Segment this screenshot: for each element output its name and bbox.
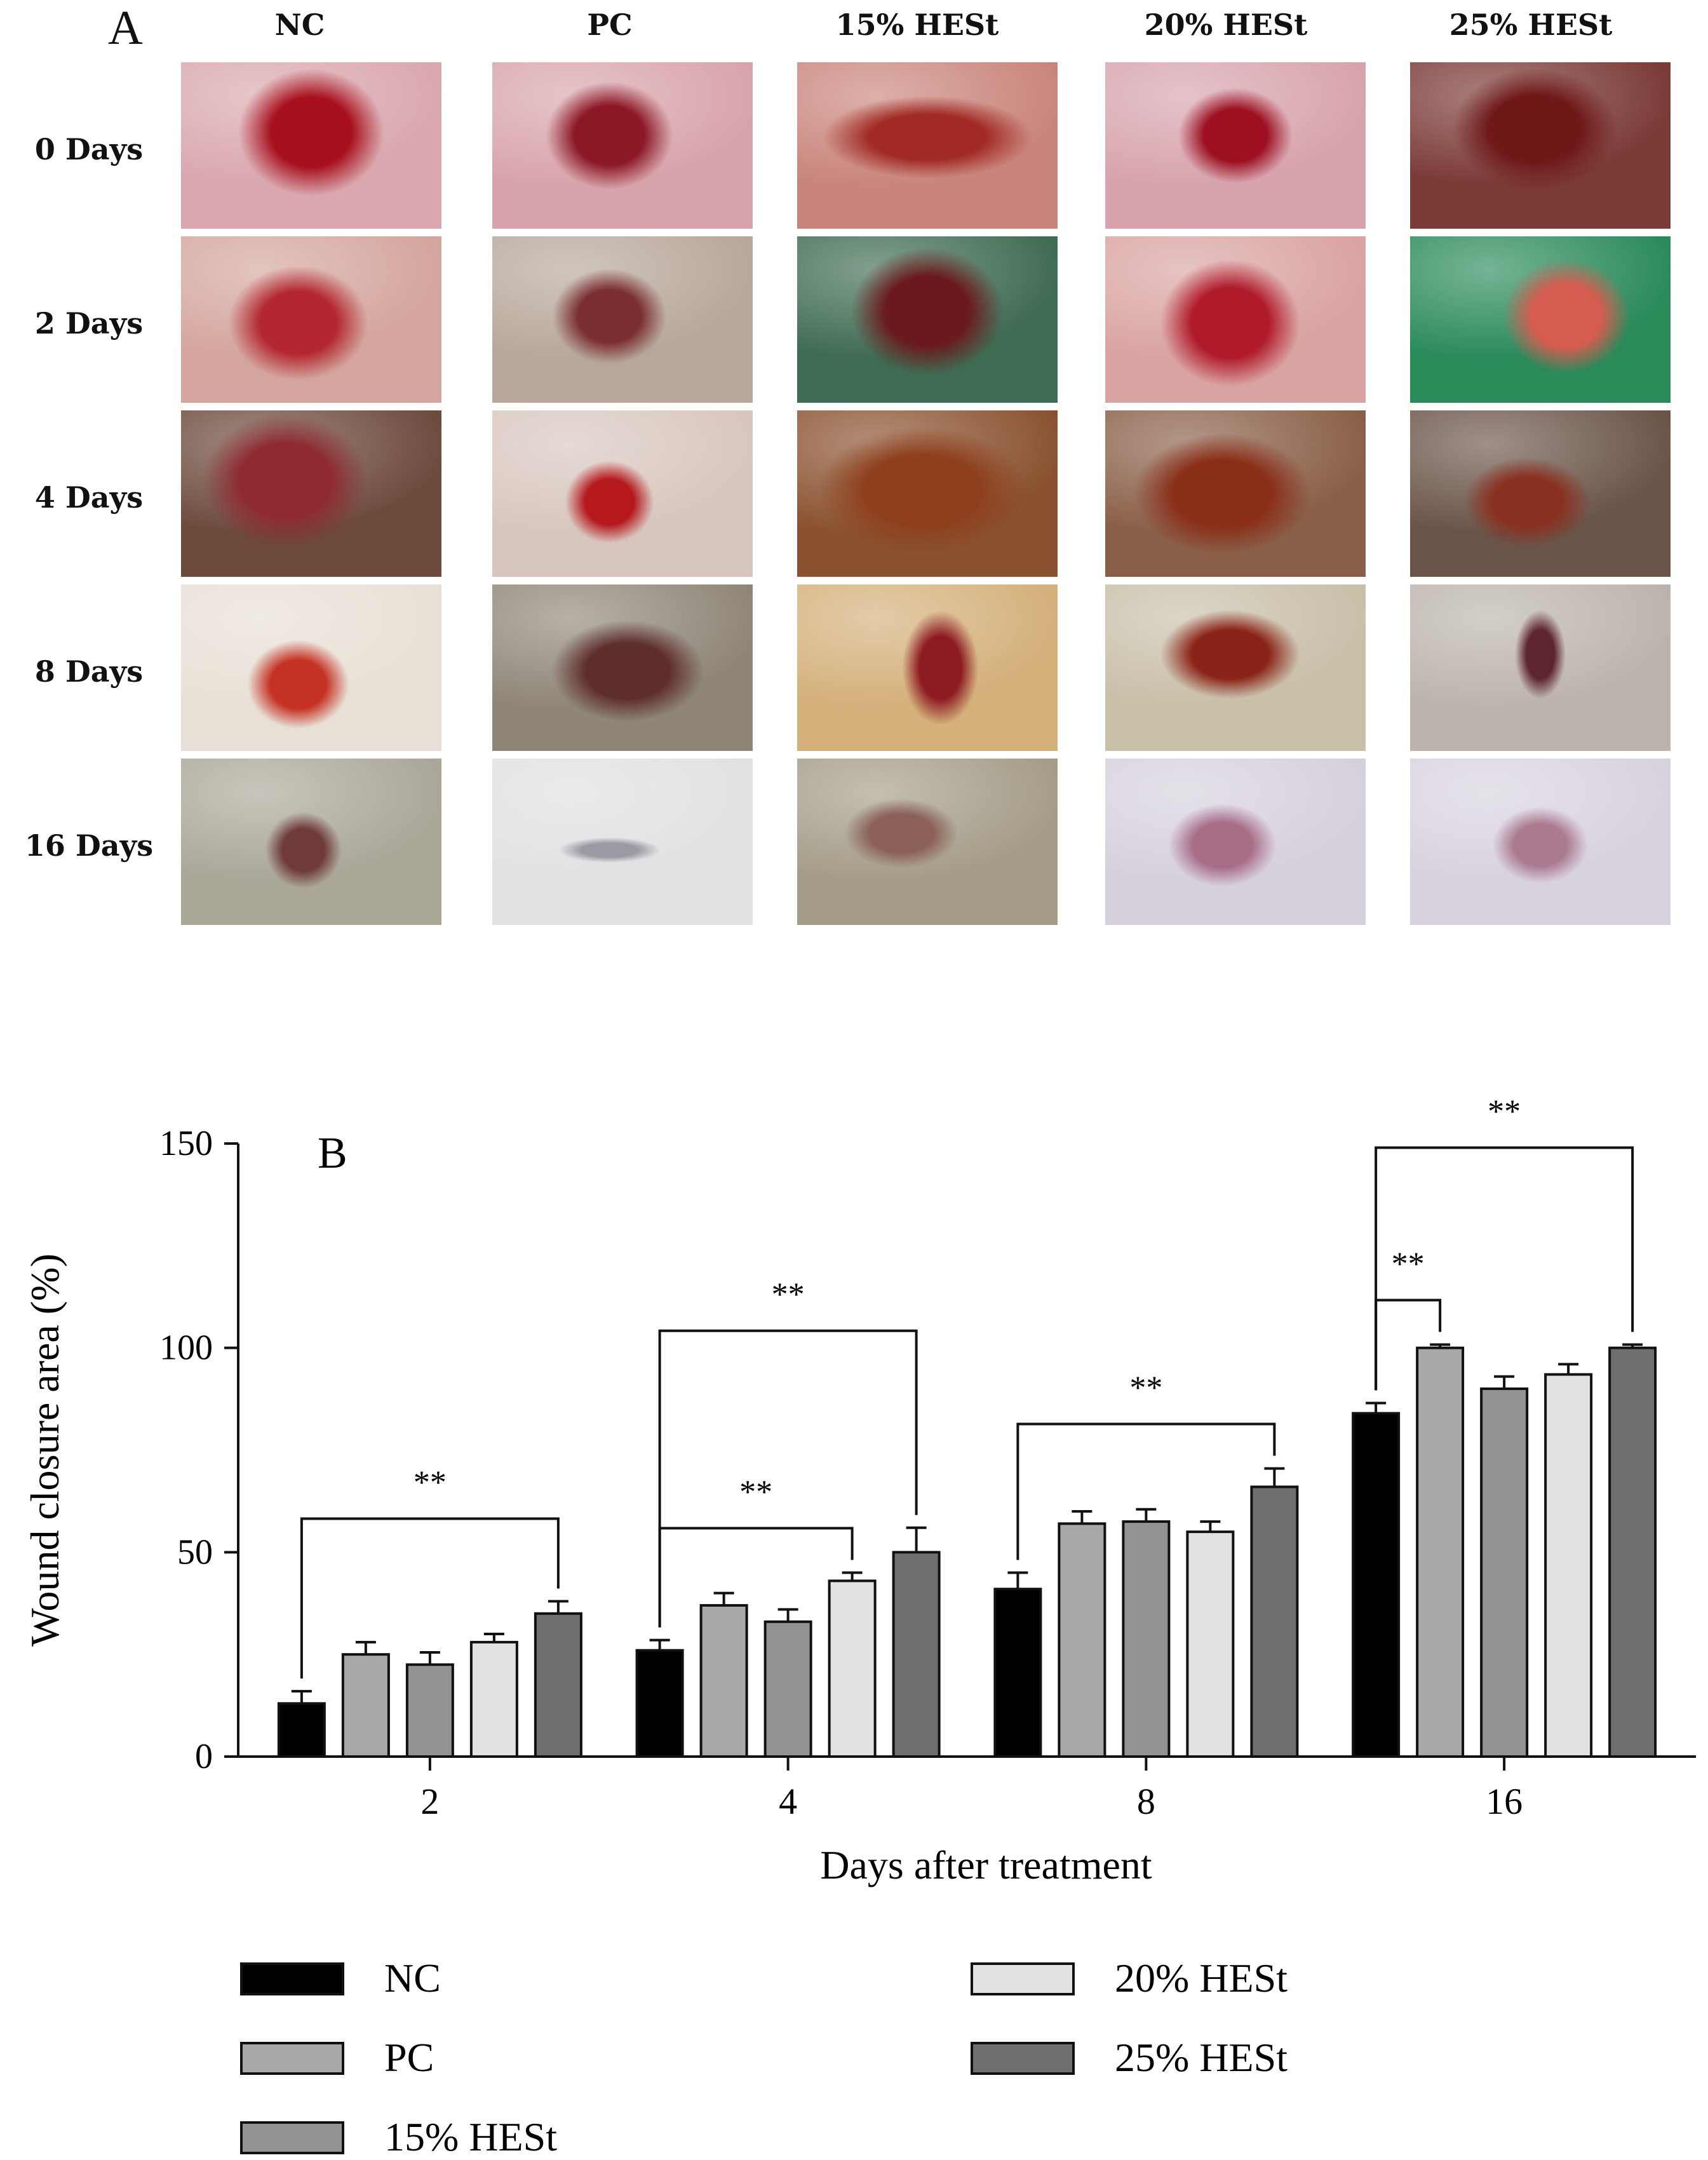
- significance-label: **: [739, 1475, 772, 1511]
- legend-label: 20% HESt: [1115, 1955, 1288, 2001]
- bar: [277, 1702, 326, 1758]
- row-label-2-days: 2 Days: [34, 306, 144, 341]
- bar: [341, 1653, 390, 1758]
- significance-bracket: [658, 1329, 918, 1628]
- row-label-4-days: 4 Days: [34, 480, 144, 515]
- column-header-15-hest: 15% HESt: [835, 8, 999, 42]
- significance-label: **: [414, 1465, 447, 1501]
- wound-closure-bar-chart: 0 50 100 150 Wound closure area (%) B 2 4 8 16 Day…: [22, 1094, 1696, 2159]
- bar: [1608, 1346, 1657, 1758]
- bar: [699, 1603, 748, 1758]
- x-tick-label: 16: [1486, 1781, 1523, 1822]
- wound-photo-20-hest-4-days: [1105, 410, 1366, 577]
- bar: [763, 1620, 812, 1758]
- significance-bracket: [658, 1527, 854, 1628]
- wound-photo-nc-2-days: [181, 236, 441, 403]
- bar: [1122, 1520, 1171, 1758]
- legend-swatch: [240, 2121, 344, 2154]
- significance-label: **: [772, 1277, 805, 1313]
- row-label-16-days: 16 Days: [24, 828, 154, 863]
- wound-photo-25-hest-16-days: [1410, 759, 1671, 925]
- x-tick-label: 4: [779, 1781, 797, 1822]
- column-header-20-hest: 20% HESt: [1144, 8, 1308, 42]
- legend-swatch: [971, 1962, 1075, 1995]
- bar: [635, 1649, 684, 1758]
- wound-photo-pc-0-days: [492, 62, 753, 229]
- bar: [1544, 1373, 1593, 1758]
- legend-label: 25% HESt: [1115, 2035, 1288, 2080]
- legend-label: 15% HESt: [384, 2114, 557, 2159]
- y-tick-label: 100: [159, 1328, 213, 1368]
- column-header-pc: PC: [587, 8, 633, 42]
- wound-photo-20-hest-0-days: [1105, 62, 1366, 229]
- wound-photo-nc-4-days: [181, 410, 441, 577]
- wound-photo-15-hest-4-days: [797, 410, 1058, 577]
- significance-bracket: [1375, 1146, 1634, 1391]
- y-tick-label: 50: [177, 1532, 213, 1572]
- row-label-0-days: 0 Days: [34, 132, 144, 166]
- wound-photo-nc-8-days: [181, 584, 441, 751]
- bar: [993, 1588, 1042, 1758]
- x-tick-label: 8: [1137, 1781, 1155, 1822]
- wound-photo-20-hest-2-days: [1105, 236, 1366, 403]
- column-header-25-hest: 25% HESt: [1449, 8, 1613, 42]
- bar: [828, 1579, 877, 1758]
- legend-swatch: [240, 2042, 344, 2075]
- wound-photo-25-hest-8-days: [1410, 584, 1671, 751]
- wound-photo-15-hest-2-days: [797, 236, 1058, 403]
- bar: [1250, 1485, 1299, 1758]
- panel-a-letter: A: [108, 1, 143, 55]
- wound-photo-pc-16-days: [492, 759, 753, 925]
- wound-photo-20-hest-16-days: [1105, 759, 1366, 925]
- bar: [534, 1612, 582, 1758]
- wound-photo-pc-4-days: [492, 410, 753, 577]
- bar: [1416, 1346, 1465, 1758]
- x-tick-label: 2: [420, 1781, 439, 1822]
- legend-swatch: [971, 2042, 1075, 2075]
- wound-photo-15-hest-8-days: [797, 584, 1058, 751]
- bar: [1480, 1387, 1529, 1758]
- bar: [892, 1551, 941, 1758]
- bar: [405, 1663, 454, 1758]
- significance-label: **: [1392, 1246, 1425, 1283]
- wound-photo-25-hest-2-days: [1410, 236, 1671, 403]
- significance-label: **: [1488, 1094, 1521, 1130]
- wound-photo-nc-16-days: [181, 759, 441, 925]
- wound-photo-pc-2-days: [492, 236, 753, 403]
- bar: [1058, 1522, 1106, 1758]
- y-axis-title: Wound closure area (%): [22, 1253, 67, 1647]
- significance-bracket: [1016, 1422, 1276, 1560]
- y-tick-label: 0: [195, 1737, 213, 1776]
- column-header-nc: NC: [274, 8, 325, 42]
- legend-label: PC: [384, 2035, 434, 2080]
- significance-label: **: [1129, 1370, 1162, 1406]
- x-axis-title: Days after treatment: [820, 1842, 1152, 1887]
- wound-photo-20-hest-8-days: [1105, 584, 1366, 751]
- wound-photo-nc-0-days: [181, 62, 441, 229]
- legend-label: NC: [384, 1955, 441, 2001]
- bar: [469, 1640, 518, 1758]
- wound-photo-25-hest-4-days: [1410, 410, 1671, 577]
- wound-photo-pc-8-days: [492, 584, 753, 751]
- row-label-8-days: 8 Days: [34, 654, 144, 689]
- bar: [1186, 1530, 1235, 1758]
- significance-bracket: [300, 1517, 560, 1679]
- y-tick-label: 150: [159, 1124, 213, 1163]
- legend-swatch: [240, 1962, 344, 1995]
- wound-photo-15-hest-0-days: [797, 62, 1058, 229]
- panel-b-letter: B: [318, 1129, 347, 1178]
- bar: [1352, 1412, 1401, 1758]
- wound-photo-25-hest-0-days: [1410, 62, 1671, 229]
- wound-photo-15-hest-16-days: [797, 759, 1058, 925]
